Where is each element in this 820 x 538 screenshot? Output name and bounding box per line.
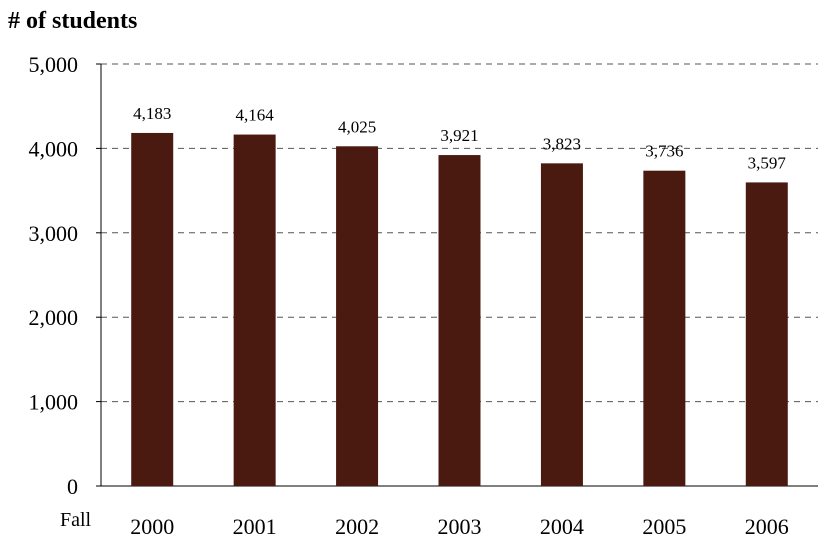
bar	[745, 182, 788, 486]
x-tick-label: 2004	[540, 514, 584, 538]
data-label: 3,736	[645, 142, 683, 161]
data-label: 4,025	[338, 117, 376, 136]
y-tick-label: 0	[67, 474, 78, 499]
bar	[233, 134, 276, 486]
y-tick-label: 4,000	[29, 136, 79, 161]
data-label: 3,823	[543, 134, 581, 153]
bar	[438, 155, 481, 486]
y-tick-label: 2,000	[29, 305, 79, 330]
y-tick-label: 3,000	[29, 221, 79, 246]
bar	[540, 163, 583, 486]
x-tick-label: 2002	[335, 514, 379, 538]
data-label: 4,183	[133, 104, 171, 123]
bar	[336, 146, 379, 487]
data-label: 4,164	[236, 106, 275, 125]
y-axis-title: # of students	[8, 8, 138, 34]
data-label: 3,597	[748, 153, 787, 172]
x-tick-label: 2001	[233, 514, 277, 538]
data-label: 3,921	[440, 126, 478, 145]
y-tick-label: 1,000	[29, 390, 79, 415]
x-axis-prefix-label: Fall	[60, 509, 92, 531]
x-tick-label: 2003	[438, 514, 482, 538]
bar	[131, 132, 174, 486]
x-tick-label: 2005	[642, 514, 686, 538]
y-tick-label: 5,000	[29, 52, 79, 77]
x-tick-label: 2000	[130, 514, 174, 538]
x-tick-label: 2006	[745, 514, 789, 538]
bar	[643, 170, 686, 487]
